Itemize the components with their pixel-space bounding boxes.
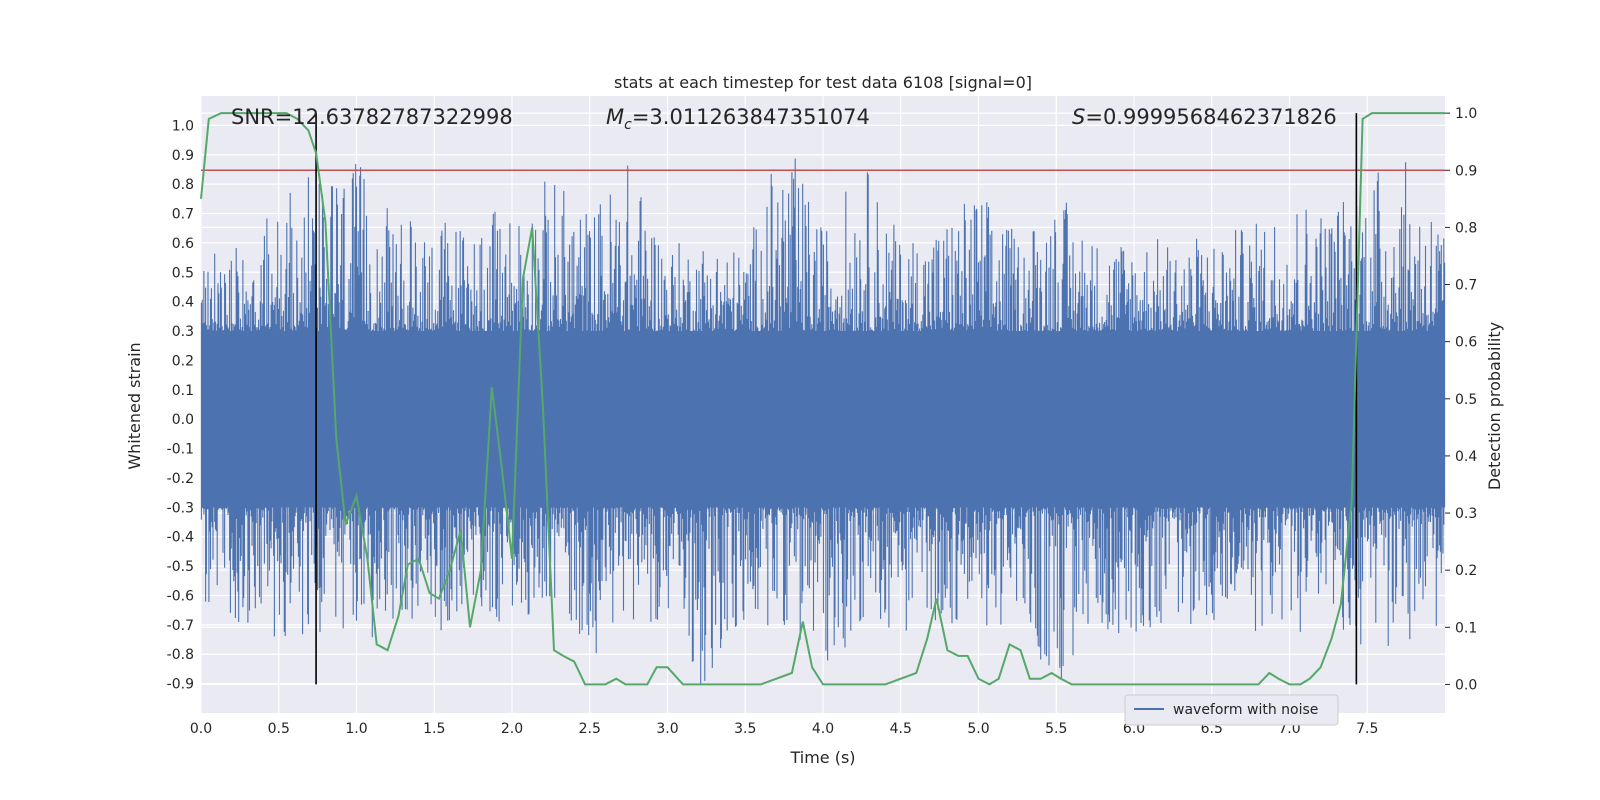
y-left-axis-label: Whitened strain: [125, 342, 144, 469]
x-tick-label: 1.0: [345, 721, 367, 737]
legend-label: waveform with noise: [1173, 702, 1318, 718]
y-left-tick-labels: 1.0 0.9 0.8 0.7 0.6 0.5 0.4 0.3 0.2 0.1 0.0 -0.1 -0.…: [167, 118, 194, 692]
y-left-tick-label: 0.2: [172, 353, 194, 369]
x-tick-label: 4.0: [812, 721, 834, 737]
x-tick-label: 7.5: [1356, 721, 1378, 737]
detection-probability-line: [200, 112, 1445, 686]
x-tick-label: 1.5: [423, 721, 445, 737]
y-left-tick-label: -0.6: [167, 588, 194, 604]
y-left-tick-label: -0.7: [167, 618, 194, 634]
y-right-tick-label: 0.8: [1455, 220, 1477, 236]
x-tick-label: 3.5: [734, 721, 756, 737]
score-symbol: S: [1072, 105, 1085, 129]
y-left-tick-label: 0.6: [172, 236, 194, 252]
y-left-tick-label: 1.0: [172, 118, 194, 134]
waveform-trace: [200, 158, 1446, 685]
y-right-tick-label: 0.1: [1455, 620, 1477, 636]
x-tick-label: 0.5: [268, 721, 290, 737]
y-left-tick-label: 0.9: [172, 148, 194, 164]
y-right-tick-label: 0.7: [1455, 278, 1477, 294]
score-value: =0.9999568462371826: [1085, 105, 1336, 129]
x-tick-label: 2.0: [501, 721, 523, 737]
vertical-markers: [315, 113, 1358, 685]
legend: waveform with noise: [1124, 694, 1339, 726]
y-right-tick-label: 1.0: [1455, 106, 1477, 122]
x-tick-label: 5.0: [967, 721, 989, 737]
y-right-tick-label: 0.2: [1455, 563, 1477, 579]
y-left-tick-label: -0.4: [167, 530, 194, 546]
y-left-tick-label: 0.7: [172, 207, 194, 223]
y-left-tick-label: -0.1: [167, 442, 194, 458]
y-right-tick-label: 0.9: [1455, 163, 1477, 179]
y-right-tick-label: 0.3: [1455, 506, 1477, 522]
chart-title: stats at each timestep for test data 610…: [614, 73, 1032, 92]
chirp-mass-annotation: Mc=3.011263847351074: [606, 105, 870, 133]
y-right-tick-label: 0.6: [1455, 335, 1477, 351]
y-left-tick-label: -0.3: [167, 500, 194, 516]
y-left-tick-label: 0.8: [172, 177, 194, 193]
y-left-tick-label: 0.4: [172, 295, 194, 311]
legend-box: [1124, 694, 1339, 726]
snr-annotation: SNR=12.63782787322998: [231, 105, 513, 129]
y-right-axis-label: Detection probability: [1485, 322, 1504, 490]
x-tick-label: 0.0: [190, 721, 212, 737]
y-left-tick-label: 0.1: [172, 383, 194, 399]
chirp-mass-value: =3.011263847351074: [632, 105, 870, 129]
x-axis-label: Time (s): [789, 748, 855, 767]
chirp-mass-symbol: M: [606, 105, 624, 129]
y-left-tick-label: -0.2: [167, 471, 194, 487]
x-tick-label: 5.5: [1045, 721, 1067, 737]
y-left-tick-label: 0.5: [172, 265, 194, 281]
y-right-tick-label: 0.5: [1455, 392, 1477, 408]
x-tick-label: 4.5: [890, 721, 912, 737]
y-left-tick-label: 0.0: [172, 412, 194, 428]
waveform-series: [200, 158, 1446, 685]
y-left-tick-label: -0.5: [167, 559, 194, 575]
y-left-tick-label: -0.9: [167, 677, 194, 693]
y-right-tick-labels: 1.0 0.9 0.8 0.7 0.6 0.5 0.4 0.3 0.2 0.1 0.0: [1445, 106, 1477, 693]
y-left-tick-label: -0.8: [167, 647, 194, 663]
score-annotation: S=0.9999568462371826: [1072, 105, 1337, 129]
chirp-mass-subscript: c: [624, 117, 632, 133]
y-right-tick-label: 0.4: [1455, 449, 1477, 465]
x-tick-label: 3.0: [656, 721, 678, 737]
x-tick-label: 2.5: [579, 721, 601, 737]
y-left-tick-label: 0.3: [172, 324, 194, 340]
y-right-tick-label: 0.0: [1455, 677, 1477, 693]
